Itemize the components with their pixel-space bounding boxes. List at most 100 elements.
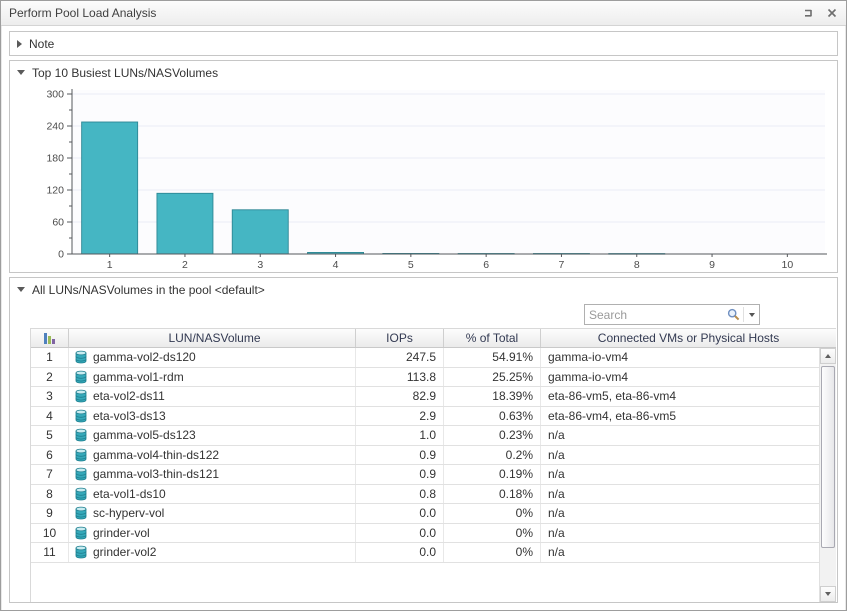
table-row[interactable]: 11 grinder-vol2 0.0 0% n/a: [31, 543, 819, 563]
window-title: Perform Pool Load Analysis: [9, 6, 157, 20]
svg-text:180: 180: [46, 153, 64, 165]
lun-name-cell: grinder-vol2: [69, 543, 356, 562]
scroll-up-button[interactable]: [820, 348, 836, 364]
vms-cell: n/a: [548, 486, 565, 501]
column-header-vms[interactable]: Connected VMs or Physical Hosts: [597, 331, 780, 345]
top10-section-label: Top 10 Busiest LUNs/NASVolumes: [32, 65, 219, 80]
table-row[interactable]: 7 gamma-vol3-thin-ds121 0.9 0.19% n/a: [31, 465, 819, 485]
pct-cell: 25.25%: [444, 367, 541, 386]
column-header-pct[interactable]: % of Total: [444, 329, 541, 347]
rank-cell: 2: [31, 367, 69, 386]
vms-cell: n/a: [548, 467, 565, 482]
volume-icon: [75, 350, 87, 364]
svg-text:4: 4: [333, 259, 339, 270]
pct-cell: 0%: [444, 543, 541, 562]
lun-name-cell: gamma-vol3-thin-ds121: [69, 465, 356, 484]
iops-cell: 0.0: [356, 504, 444, 523]
column-header-rank[interactable]: [31, 329, 69, 347]
note-section-label: Note: [29, 36, 55, 51]
all-luns-section-header[interactable]: All LUNs/NASVolumes in the pool <default…: [10, 278, 837, 301]
pct-cell: 0%: [444, 523, 541, 542]
bar-rank-1[interactable]: [81, 121, 139, 255]
table-body: 1 gamma-vol2-ds120 247.5 54.91% gamma-io-vm4…: [31, 348, 836, 602]
pct-cell: 0.63%: [444, 406, 541, 425]
lun-name-cell: gamma-vol2-ds120: [69, 348, 356, 367]
vms-cell: n/a: [548, 428, 565, 443]
lun-name-cell: sc-hyperv-vol: [69, 504, 356, 523]
iops-cell: 1.0: [356, 426, 444, 445]
collapse-arrow-icon: [17, 287, 25, 292]
pct-cell: 0.23%: [444, 426, 541, 445]
rank-cell: 8: [31, 484, 69, 503]
volume-icon: [75, 389, 87, 403]
window-content: Note Top 10 Busiest LUNs/NASVolumes 0 60 1…: [2, 26, 845, 610]
volume-icon: [75, 409, 87, 423]
pct-cell: 54.91%: [444, 348, 541, 367]
titlebar: Perform Pool Load Analysis: [1, 1, 846, 26]
volume-icon: [75, 428, 87, 442]
lun-name-cell: gamma-vol1-rdm: [69, 367, 356, 386]
rank-cell: 11: [31, 543, 69, 562]
lun-name-cell: eta-vol1-ds10: [69, 484, 356, 503]
table-vertical-scrollbar[interactable]: [819, 348, 836, 602]
table-row[interactable]: 9 sc-hyperv-vol 0.0 0% n/a: [31, 504, 819, 524]
vms-cell: eta-86-vm5, eta-86-vm4: [548, 389, 677, 404]
table-row[interactable]: 8 eta-vol1-ds10 0.8 0.18% n/a: [31, 484, 819, 504]
volume-icon: [75, 370, 87, 384]
arrow-down-icon: [825, 592, 831, 596]
top10-section-header[interactable]: Top 10 Busiest LUNs/NASVolumes: [10, 61, 837, 84]
arrow-up-icon: [825, 354, 831, 358]
table-row[interactable]: 2 gamma-vol1-rdm 113.8 25.25% gamma-io-vm4: [31, 367, 819, 387]
pct-cell: 18.39%: [444, 387, 541, 406]
iops-cell: 2.9: [356, 406, 444, 425]
volume-icon: [75, 487, 87, 501]
vms-cell: n/a: [548, 447, 565, 462]
volume-icon: [75, 506, 87, 520]
search-icon[interactable]: [723, 308, 743, 321]
table-row[interactable]: 3 eta-vol2-ds11 82.9 18.39% eta-86-vm5, eta-…: [31, 387, 819, 407]
rank-cell: 4: [31, 406, 69, 425]
iops-cell: 0.9: [356, 445, 444, 464]
rank-cell: 9: [31, 504, 69, 523]
vms-cell: n/a: [548, 506, 565, 521]
volume-icon: [75, 526, 87, 540]
search-input[interactable]: [585, 307, 723, 322]
lun-name-cell: eta-vol3-ds13: [69, 406, 356, 425]
luns-table: LUN/NASVolume IOPs % of Total Connected …: [30, 328, 836, 602]
column-header-iops[interactable]: IOPs: [356, 329, 444, 347]
scrollbar-thumb[interactable]: [821, 366, 835, 548]
top10-chart-panel: Top 10 Busiest LUNs/NASVolumes 0 60 120 180…: [9, 60, 838, 273]
table-row[interactable]: 5 gamma-vol5-ds123 1.0 0.23% n/a: [31, 426, 819, 446]
scroll-down-button[interactable]: [820, 586, 836, 602]
table-row[interactable]: 1 gamma-vol2-ds120 247.5 54.91% gamma-io-vm4: [31, 348, 819, 368]
bar-rank-2[interactable]: [156, 192, 214, 255]
window-controls: [800, 5, 840, 21]
iops-cell: 0.8: [356, 484, 444, 503]
top10-bar-chart: 0 60 120 180 240 300 1 2 3 4 5 6 7 8 9 10: [46, 89, 827, 270]
table-row[interactable]: 6 gamma-vol4-thin-ds122 0.9 0.2% n/a: [31, 445, 819, 465]
svg-text:8: 8: [634, 259, 640, 270]
lun-name-cell: gamma-vol4-thin-ds122: [69, 445, 356, 464]
all-luns-panel: All LUNs/NASVolumes in the pool <default…: [9, 277, 838, 603]
bar-rank-3[interactable]: [231, 209, 289, 255]
lun-name-cell: eta-vol2-ds11: [69, 387, 356, 406]
volume-icon: [75, 545, 87, 559]
svg-text:1: 1: [107, 259, 113, 270]
svg-text:60: 60: [52, 217, 64, 229]
table-toolbar: [10, 301, 837, 328]
note-section-header[interactable]: Note: [10, 32, 837, 55]
note-panel: Note: [9, 31, 838, 56]
scrollbar-track[interactable]: [820, 364, 836, 586]
close-icon[interactable]: [824, 5, 840, 21]
rank-cell: 7: [31, 465, 69, 484]
table-row[interactable]: 4 eta-vol3-ds13 2.9 0.63% eta-86-vm4, eta-86…: [31, 406, 819, 426]
svg-text:240: 240: [46, 121, 64, 133]
pct-cell: 0.18%: [444, 484, 541, 503]
table-row[interactable]: 10 grinder-vol 0.0 0% n/a: [31, 523, 819, 543]
dock-icon[interactable]: [800, 5, 816, 21]
vms-cell: gamma-io-vm4: [548, 369, 629, 384]
search-options-dropdown[interactable]: [743, 307, 759, 322]
rank-cell: 10: [31, 523, 69, 542]
column-header-lun[interactable]: LUN/NASVolume: [69, 329, 356, 347]
svg-text:10: 10: [782, 259, 794, 270]
